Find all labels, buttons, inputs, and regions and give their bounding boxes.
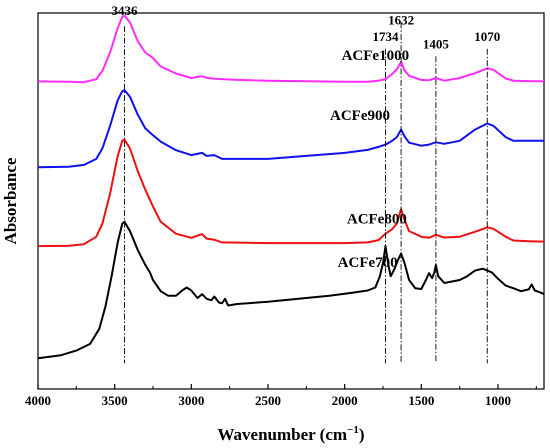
peak-label-3436: 3436	[111, 3, 138, 18]
x-axis-ticks: 4000 3500 3000 2500 2000 1500 1000	[25, 384, 537, 408]
series-label-acfe800: ACFe800	[347, 212, 407, 228]
peak-marker-layer: 3436 1734 1632 1405 1070	[111, 3, 500, 364]
x-tick-label: 3000	[178, 393, 204, 408]
x-tick-label: 1500	[408, 393, 434, 408]
series-line-acfe700	[37, 220, 545, 360]
series-line-acfe800	[37, 138, 545, 248]
series-layer	[37, 14, 545, 360]
x-axis-label-close: )	[359, 425, 365, 444]
series-label-layer: ACFe1000 ACFe900 ACFe800 ACFe700	[330, 48, 409, 271]
peak-label-1405: 1405	[423, 37, 450, 52]
x-tick-label: 1000	[485, 393, 511, 408]
y-axis-label: Absorbance	[1, 157, 20, 244]
plot-frame	[37, 12, 545, 390]
plot-frame-group	[37, 12, 545, 390]
x-axis-label-superscript: −1	[347, 424, 359, 436]
x-tick-label: 2000	[332, 393, 358, 408]
x-tick-label: 2500	[255, 393, 281, 408]
x-axis-label-main: Wavenumber (cm	[218, 425, 348, 444]
series-label-acfe700: ACFe700	[338, 255, 398, 271]
series-line-acfe1000	[37, 14, 545, 84]
series-label-acfe900: ACFe900	[330, 108, 390, 124]
series-label-acfe1000: ACFe1000	[342, 48, 410, 64]
x-axis-label: Wavenumber (cm−1)	[218, 424, 365, 444]
peak-label-1734: 1734	[372, 29, 399, 44]
peak-label-1632: 1632	[388, 12, 414, 27]
x-tick-label: 3500	[102, 393, 128, 408]
x-tick-label: 4000	[25, 393, 51, 408]
series-line-acfe900	[37, 89, 544, 169]
peak-label-1070: 1070	[474, 29, 500, 44]
